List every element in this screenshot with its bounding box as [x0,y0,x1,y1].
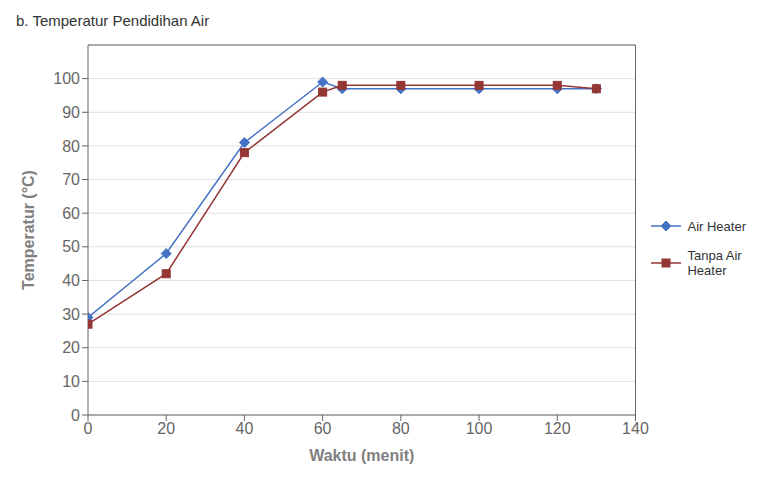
svg-text:100: 100 [53,70,80,87]
svg-text:140: 140 [622,420,649,437]
svg-text:80: 80 [62,138,80,155]
svg-text:90: 90 [62,104,80,121]
svg-text:60: 60 [314,420,332,437]
svg-text:Temperatur (°C): Temperatur (°C) [20,170,37,290]
svg-text:60: 60 [62,205,80,222]
svg-text:100: 100 [466,420,493,437]
svg-text:70: 70 [62,171,80,188]
svg-text:20: 20 [157,420,175,437]
svg-text:10: 10 [62,373,80,390]
svg-text:120: 120 [544,420,571,437]
html-text:Tanpa Air: Tanpa Air [687,247,742,263]
svg-text:Waktu (menit): Waktu (menit) [309,447,414,464]
svg-text:40: 40 [62,272,80,289]
svg-text:0: 0 [71,407,80,424]
svg-text:50: 50 [62,238,80,255]
svg-text:40: 40 [236,420,254,437]
svg-text:80: 80 [392,420,410,437]
html-text:b. Temperatur Pendidihan Air: b. Temperatur Pendidihan Air [16,12,210,29]
svg-text:0: 0 [84,420,93,437]
svg-text:30: 30 [62,306,80,323]
html-text:Air Heater: Air Heater [687,218,746,234]
html-text:Heater: Heater [687,262,727,278]
svg-text:20: 20 [62,339,80,356]
